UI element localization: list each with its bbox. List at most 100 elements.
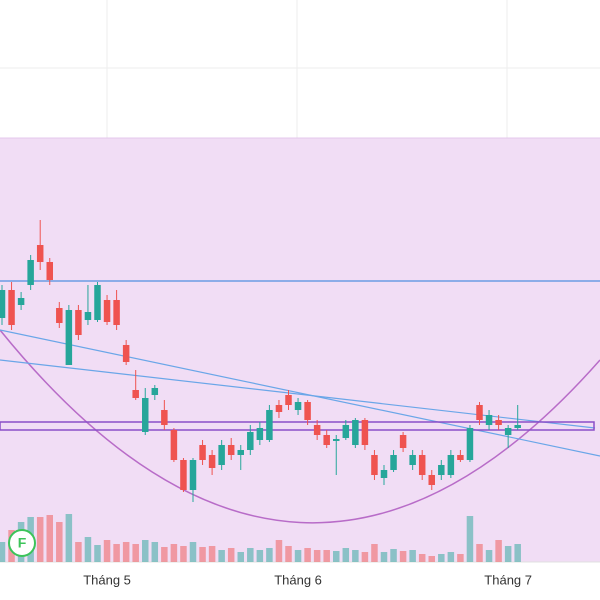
volume-bar: [161, 547, 168, 562]
candle-body: [342, 425, 350, 438]
volume-bar: [418, 554, 426, 562]
volume-bar: [323, 550, 330, 562]
candle-body: [170, 430, 178, 460]
candle-body: [199, 445, 206, 460]
candle-body: [27, 260, 34, 285]
candle-body: [103, 300, 111, 322]
candle-body: [227, 445, 235, 455]
candle-body: [466, 428, 474, 460]
candle-body: [56, 308, 63, 323]
volume-bar: [208, 546, 216, 562]
volume-bar: [447, 552, 455, 562]
volume-bar: [352, 550, 359, 562]
candle-body: [189, 460, 197, 490]
candle-body: [294, 402, 302, 410]
volume-bar: [103, 540, 111, 562]
volume-bar: [218, 550, 225, 562]
candle-body: [352, 420, 359, 445]
volume-bar: [342, 548, 350, 562]
volume-bar: [142, 540, 149, 562]
indicator-icon[interactable]: [8, 529, 36, 557]
candle-body: [457, 455, 464, 460]
candle-body: [8, 290, 15, 325]
volume-bar: [113, 544, 120, 562]
volume-bar: [36, 517, 44, 562]
volume-bar: [275, 540, 283, 562]
volume-bar: [285, 546, 292, 562]
candle-body: [84, 312, 92, 320]
indicator-letter[interactable]: F: [18, 535, 27, 551]
volume-bar: [495, 540, 502, 562]
candle-body: [313, 425, 321, 435]
candle-body: [113, 300, 120, 325]
volume-bar: [466, 516, 474, 562]
volume-bar: [237, 552, 244, 562]
volume-bar: [333, 551, 340, 562]
volume-bar: [371, 544, 378, 562]
x-tick-label: Tháng 7: [484, 572, 532, 587]
candle-body: [65, 310, 73, 365]
volume-bar: [0, 542, 6, 562]
volume-bar: [94, 545, 101, 562]
candle-body: [495, 420, 502, 425]
candle-body: [161, 410, 168, 425]
volume-bar: [361, 552, 369, 562]
volume-bar: [504, 546, 512, 562]
candle-body: [371, 455, 378, 475]
candle-body: [361, 420, 369, 445]
candle-body: [247, 432, 254, 450]
candle-body: [476, 405, 483, 420]
candle-body: [237, 450, 244, 455]
candle-body: [218, 445, 225, 465]
candle-body: [418, 455, 426, 475]
candle-body: [132, 390, 139, 398]
candle-body: [256, 428, 264, 440]
candle-body: [75, 310, 82, 335]
x-tick-label: Tháng 6: [274, 572, 322, 587]
volume-bar: [399, 551, 407, 562]
candle-body: [390, 455, 397, 470]
volume-bar: [514, 544, 521, 562]
volume-bar: [485, 550, 493, 562]
zone-shade: [0, 138, 600, 562]
volume-bar: [304, 548, 311, 562]
candle-body: [46, 262, 53, 280]
candle-body: [333, 439, 340, 441]
candle-body: [208, 455, 216, 468]
candle-body: [17, 298, 25, 305]
volume-bar: [75, 542, 82, 562]
candle-body: [304, 402, 311, 420]
volume-bar: [457, 554, 464, 562]
candle-body: [266, 410, 273, 440]
candle-body: [142, 398, 149, 432]
candle-body: [151, 388, 159, 395]
candle-body: [438, 465, 445, 475]
volume-bar: [46, 515, 53, 562]
volume-bar: [256, 550, 264, 562]
candle-body: [409, 455, 416, 465]
volume-bar: [199, 547, 206, 562]
candle-body: [180, 460, 187, 490]
volume-bar: [294, 550, 302, 562]
volume-bar: [180, 546, 187, 562]
candle-body: [399, 435, 407, 448]
candle-body: [447, 455, 455, 475]
candle-body: [285, 395, 292, 405]
trend-line: [0, 329, 600, 457]
volume-bar: [266, 548, 273, 562]
volume-bar: [409, 550, 416, 562]
volume-bar: [247, 548, 254, 562]
volume-bar: [380, 552, 388, 562]
candle-body: [504, 428, 512, 435]
volume-bar: [84, 537, 92, 562]
volume-bar: [132, 544, 139, 562]
candle-body: [514, 425, 521, 428]
candle-body: [275, 405, 283, 412]
volume-bar: [151, 542, 159, 562]
candle-body: [323, 435, 330, 445]
volume-bar: [428, 556, 435, 562]
x-tick-label: Tháng 5: [83, 572, 131, 587]
volume-bar: [56, 522, 63, 562]
candle-body: [380, 470, 388, 478]
